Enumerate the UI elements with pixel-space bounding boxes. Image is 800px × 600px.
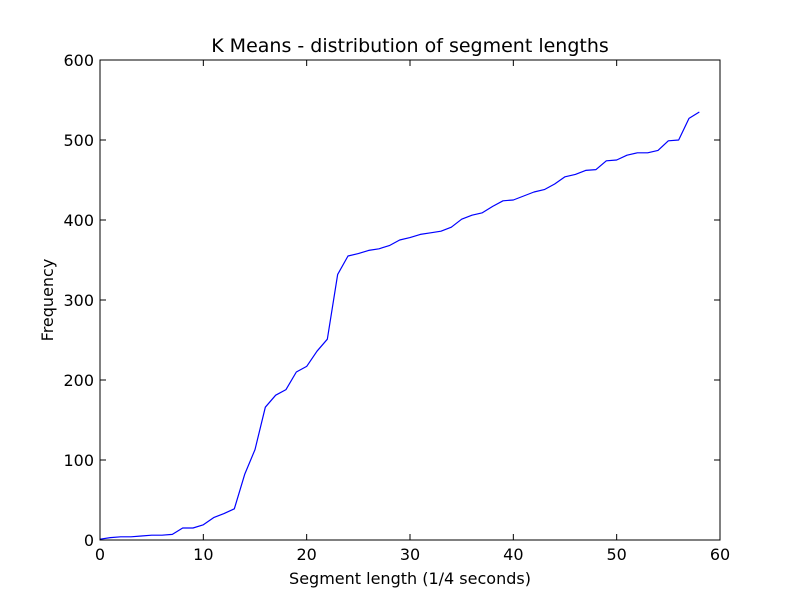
chart-title: K Means - distribution of segment length… — [211, 35, 609, 57]
plot-background — [100, 60, 720, 540]
y-tick-label: 500 — [63, 131, 94, 150]
y-tick-label: 300 — [63, 291, 94, 310]
x-tick-label: 50 — [606, 545, 626, 564]
series-layer — [99, 111, 700, 540]
series-line — [99, 111, 700, 540]
y-tick-label: 200 — [63, 371, 94, 390]
x-axis-label: Segment length (1/4 seconds) — [289, 569, 531, 588]
x-tick-label: 30 — [400, 545, 420, 564]
x-tick-label: 60 — [710, 545, 730, 564]
x-tick-label: 40 — [503, 545, 523, 564]
x-tick-label: 10 — [193, 545, 213, 564]
y-tick-label: 100 — [63, 451, 94, 470]
x-tick-label: 20 — [296, 545, 316, 564]
y-tick-label: 600 — [63, 51, 94, 70]
y-axis-label: Frequency — [38, 259, 57, 342]
plot-frame — [99, 59, 721, 541]
y-tick-label: 400 — [63, 211, 94, 230]
y-tick-label: 0 — [84, 531, 94, 550]
x-tick-label: 0 — [95, 545, 105, 564]
